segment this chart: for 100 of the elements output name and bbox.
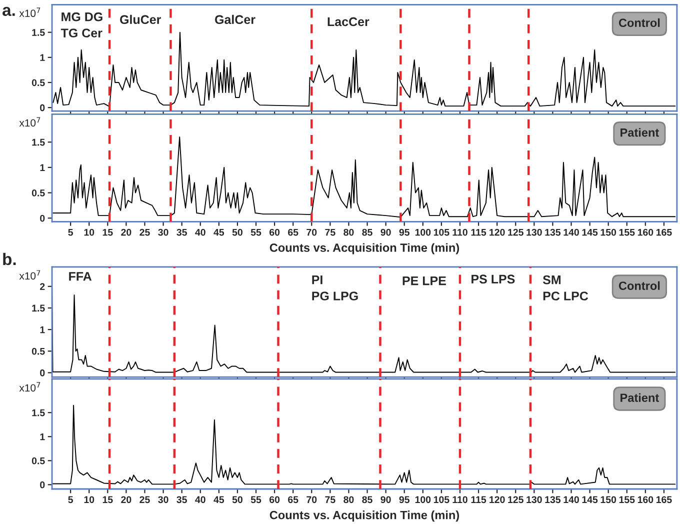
x-tick-label: 125: [508, 228, 524, 236]
x-tick-label: 95: [399, 496, 410, 504]
y-tick-label: 1: [40, 54, 45, 61]
y-axis-title: x10$^{7}$: [19, 117, 40, 127]
x-tick-label: 65: [288, 228, 298, 236]
x-tick-label: 65: [288, 496, 298, 504]
y-tick-label: 0: [40, 481, 45, 488]
x-tick-label: 25: [140, 228, 150, 236]
x-tick-label: 10: [84, 496, 94, 504]
x-tick-label: 85: [362, 228, 372, 236]
x-tick-label: 90: [380, 496, 391, 504]
x-tick-label: 115: [471, 496, 486, 504]
x-tick-label: 40: [195, 228, 206, 236]
x-tick-label: 160: [638, 496, 654, 504]
x-tick-label: 165: [656, 496, 672, 504]
y-tick-label: 1: [40, 164, 45, 171]
x-tick-label: 130: [526, 228, 542, 236]
x-tick-label: 35: [176, 496, 187, 504]
annotation: PS LPS: [472, 274, 515, 284]
y-tick-label: 1: [40, 433, 45, 440]
y-tick-label: 0: [40, 104, 45, 112]
x-tick-label: 55: [250, 228, 262, 236]
annotation: Patient: [620, 393, 659, 402]
x-tick-label: 130: [526, 496, 542, 504]
annotation: GluCer: [120, 14, 161, 24]
x-tick-label: 70: [306, 496, 317, 504]
y-tick-label: 1.5: [32, 138, 45, 146]
x-tick-label: 45: [214, 496, 224, 504]
y-tick-label: 0.5: [32, 348, 45, 355]
x-tick-label: 5: [68, 228, 73, 236]
y-tick-label: 0: [40, 369, 45, 376]
y-tick-label: 2: [40, 283, 45, 290]
y-tick-label: 1: [40, 326, 45, 334]
x-tick-label: 20: [121, 228, 132, 236]
x-tick-label: 140: [564, 496, 579, 504]
annotation: FFA: [69, 272, 92, 281]
x-tick-label: 110: [452, 228, 468, 236]
y-tick-label: 1.5: [32, 29, 45, 36]
x-tick-label: 95: [399, 228, 410, 236]
x-tick-label: 150: [600, 496, 616, 504]
annotation: PI PG LPG: [312, 276, 358, 300]
x-tick-label: 20: [121, 496, 132, 504]
y-tick-label: 0.5: [32, 79, 45, 86]
x-tick-label: 45: [214, 228, 224, 236]
x-tick-label: 35: [176, 228, 187, 236]
x-tick-label: 60: [269, 496, 280, 504]
y-tick-label: 1.5: [32, 409, 45, 416]
x-axis-title: Counts vs. Acquisition Time (min): [270, 243, 460, 254]
x-tick-label: 135: [545, 228, 561, 236]
x-tick-label: 40: [195, 496, 206, 504]
annotation: SM PC LPC: [542, 275, 588, 300]
x-tick-label: 30: [158, 228, 168, 236]
x-tick-label: 15: [102, 228, 113, 236]
y-tick-label: 0: [40, 214, 45, 222]
x-tick-label: 100: [415, 496, 431, 504]
x-tick-label: 50: [232, 228, 242, 236]
x-tick-label: 70: [306, 228, 317, 236]
x-tick-label: 140: [564, 228, 579, 236]
x-tick-label: 5: [68, 496, 73, 504]
x-tick-label: 30: [158, 496, 168, 504]
annotation: MG DG TG Cer: [60, 12, 102, 38]
y-axis-title: x10$^{7}$: [19, 8, 40, 18]
x-tick-label: 55: [250, 496, 262, 504]
x-tick-label: 10: [84, 228, 94, 236]
annotation: GalCer: [215, 14, 256, 24]
annotation: Control: [618, 18, 660, 28]
annotation: LacCer: [328, 17, 370, 26]
x-tick-label: 80: [344, 496, 354, 504]
x-tick-label: 85: [362, 496, 372, 504]
x-tick-label: 75: [325, 496, 336, 504]
y-tick-label: 0.5: [32, 190, 45, 196]
annotation: Patient: [620, 128, 659, 137]
x-tick-label: 145: [582, 496, 598, 504]
x-tick-label: 120: [490, 496, 505, 504]
x-tick-label: 125: [508, 496, 524, 504]
x-tick-label: 90: [380, 228, 391, 236]
x-tick-label: 105: [434, 228, 450, 236]
x-tick-label: 135: [545, 496, 561, 504]
chart-title: b.: [3, 252, 16, 266]
x-tick-label: 160: [638, 228, 654, 236]
x-tick-label: 110: [452, 496, 468, 504]
x-tick-label: 60: [269, 228, 280, 236]
x-tick-label: 150: [600, 228, 616, 236]
x-tick-label: 145: [582, 228, 598, 236]
chart-title: a.: [2, 6, 15, 16]
y-axis-title: x10$^{7}$: [19, 382, 40, 392]
x-tick-label: 100: [415, 228, 431, 236]
x-tick-label: 120: [490, 228, 505, 236]
y-axis-title: x10$^{7}$: [19, 270, 40, 280]
x-tick-label: 80: [344, 228, 354, 236]
x-tick-label: 155: [619, 228, 635, 236]
x-tick-label: 25: [140, 496, 150, 504]
x-tick-label: 115: [471, 228, 486, 236]
y-tick-label: 0.5: [32, 457, 45, 464]
x-tick-label: 50: [232, 496, 242, 504]
annotation: PE LPE: [402, 276, 446, 286]
x-tick-label: 165: [656, 228, 672, 236]
annotation: Control: [618, 281, 660, 290]
x-axis-title: Counts vs. Acquisition Time (min): [270, 510, 460, 522]
x-tick-label: 15: [102, 496, 113, 504]
